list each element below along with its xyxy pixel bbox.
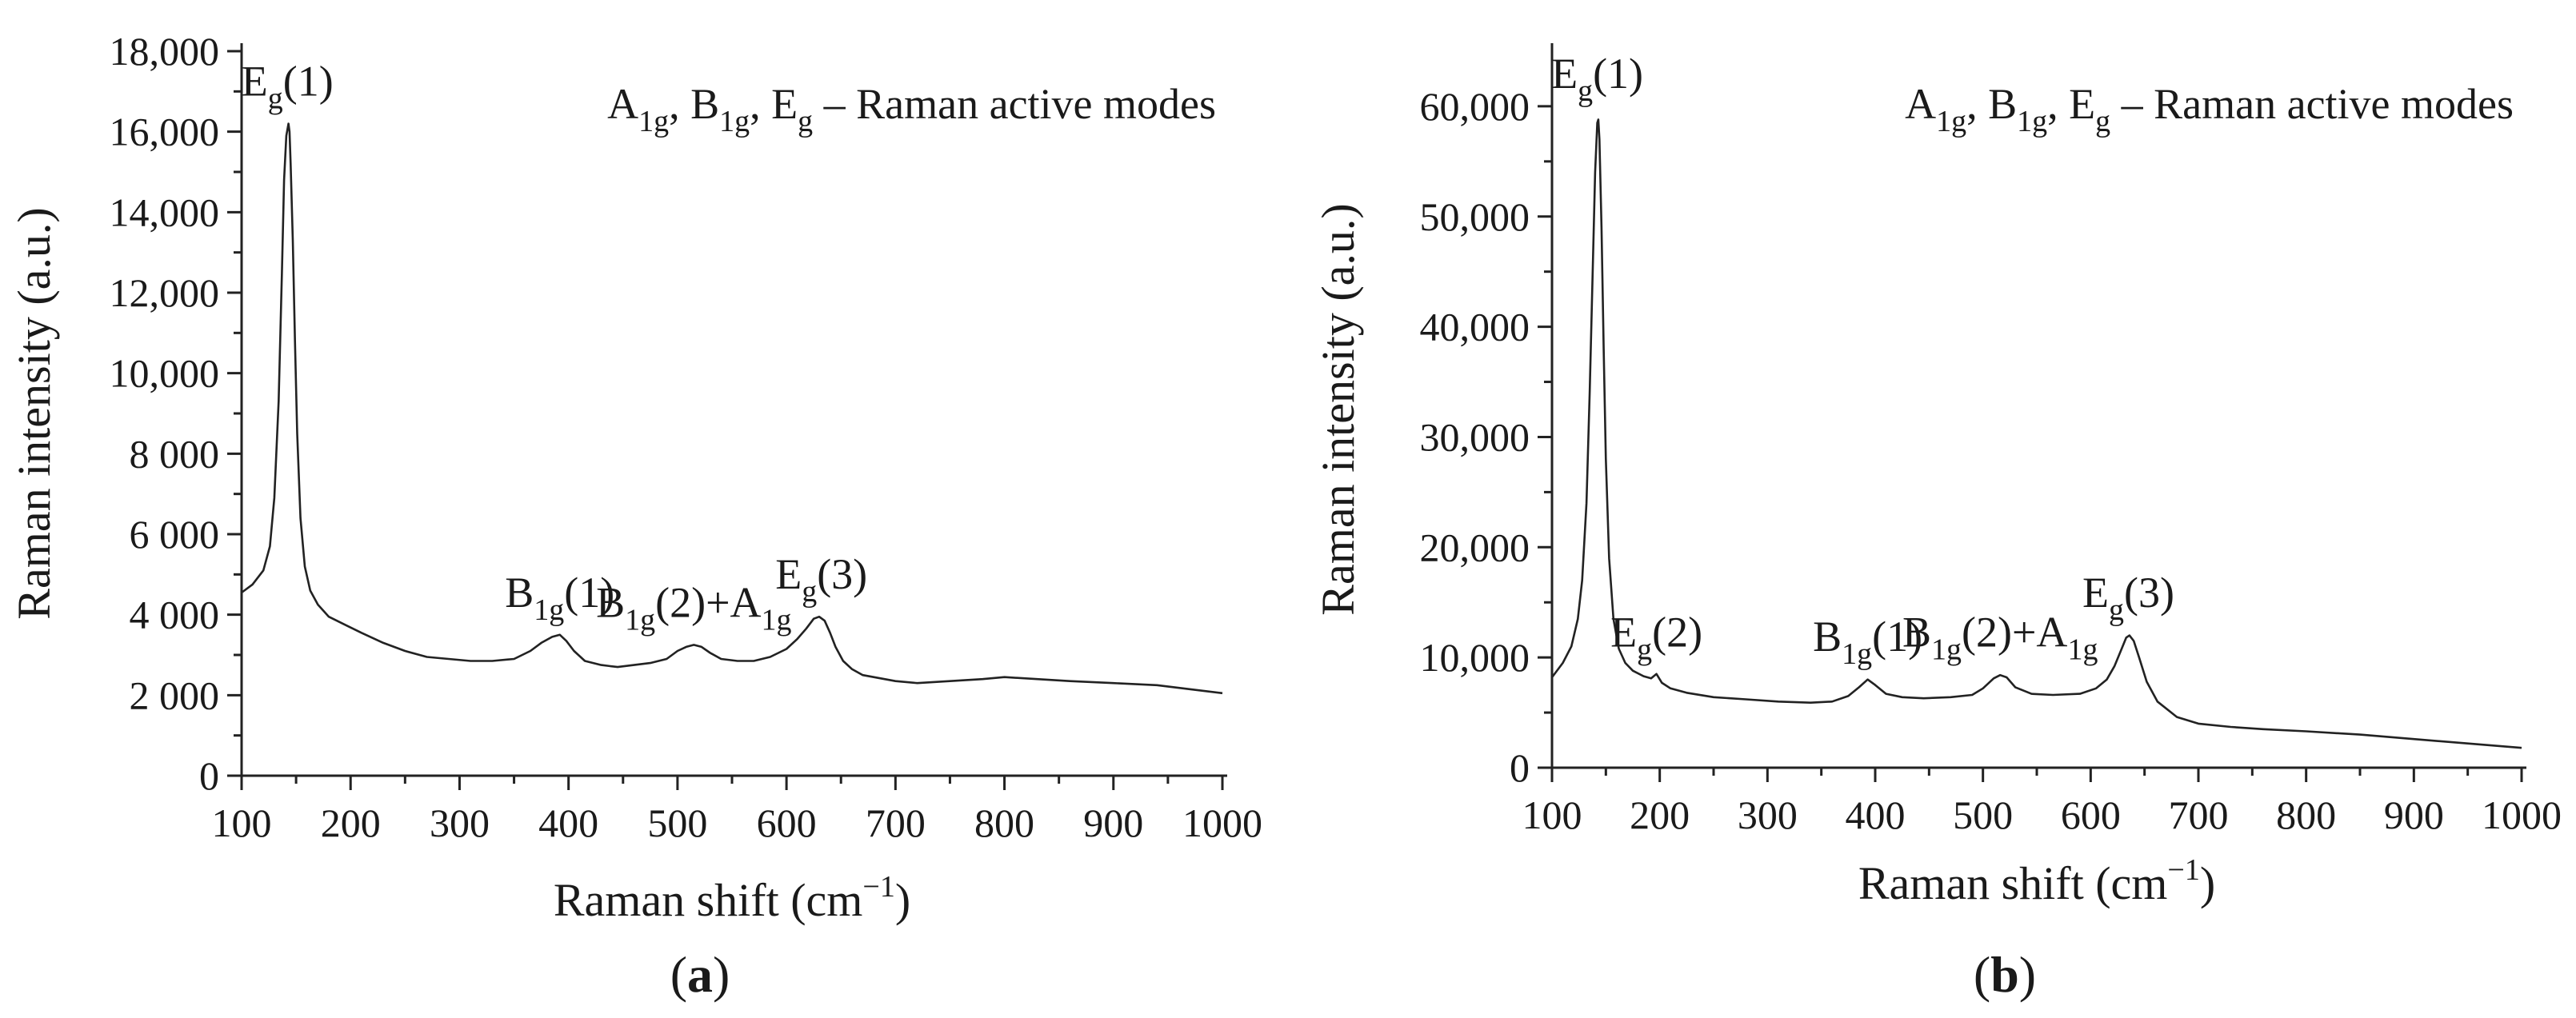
- raman-modes-note: A1g, B1g, Eg – Raman active modes: [607, 80, 1216, 138]
- peak-annotation: B1g(1): [505, 569, 614, 627]
- x-tick-label: 900: [1083, 800, 1143, 845]
- x-axis-title: Raman shift (cm−1): [554, 870, 910, 926]
- y-axis-title: Raman intensity (a.u.): [8, 207, 60, 619]
- x-tick-label: 500: [647, 800, 707, 845]
- x-tick-label: 500: [1953, 792, 2013, 837]
- y-tick-label: 4 000: [130, 593, 220, 637]
- x-tick-label: 600: [2061, 792, 2121, 837]
- y-tick-label: 10,000: [110, 351, 220, 396]
- y-tick-label: 10,000: [1420, 635, 1530, 680]
- y-tick-label: 2 000: [130, 673, 220, 717]
- x-tick-label: 200: [321, 800, 381, 845]
- peak-annotation: Eg(1): [242, 58, 334, 116]
- panel-label: (a): [670, 946, 730, 1003]
- x-axis-title: Raman shift (cm−1): [1858, 853, 2215, 909]
- y-axis-title: Raman intensity (a.u.): [1312, 203, 1364, 615]
- peak-annotation: B1g(2)+A1g: [596, 578, 791, 637]
- peak-annotation: B1g(1): [1813, 613, 1922, 671]
- x-tick-label: 900: [2384, 792, 2444, 837]
- y-tick-label: 40,000: [1420, 305, 1530, 349]
- x-tick-label: 800: [974, 800, 1034, 845]
- y-tick-label: 14,000: [110, 190, 220, 234]
- y-tick-label: 60,000: [1420, 84, 1530, 129]
- peak-annotation: Eg(3): [2082, 569, 2174, 627]
- y-tick-label: 0: [199, 753, 219, 798]
- peak-annotation: B1g(2)+A1g: [1902, 609, 2098, 667]
- y-tick-label: 30,000: [1420, 414, 1530, 459]
- x-tick-label: 1000: [1182, 800, 1262, 845]
- peak-annotation: Eg(1): [1551, 50, 1643, 108]
- y-tick-label: 20,000: [1420, 525, 1530, 569]
- x-tick-label: 700: [2169, 792, 2229, 837]
- spectrum-line: [1550, 118, 2522, 749]
- panel-b-chart: 100 200 300 400 500 600 700 800 900 1000 0 10,000 20…: [1312, 43, 2562, 1003]
- y-tick-label: 16,000: [110, 110, 220, 154]
- x-tick-label: 1000: [2482, 792, 2562, 837]
- x-tick-label: 300: [430, 800, 490, 845]
- x-tick-label: 300: [1738, 792, 1798, 837]
- x-tick-label: 700: [866, 800, 926, 845]
- x-tick-label: 400: [538, 800, 598, 845]
- x-tick-label: 100: [1522, 792, 1582, 837]
- y-tick-label: 18,000: [110, 29, 220, 74]
- x-tick-label: 100: [212, 800, 272, 845]
- y-tick-label: 8 000: [130, 431, 220, 476]
- raman-modes-note: A1g, B1g, Eg – Raman active modes: [1905, 80, 2514, 138]
- x-tick-label: 200: [1630, 792, 1690, 837]
- spectrum-line: [241, 122, 1223, 695]
- peak-annotation: Eg(2): [1610, 609, 1702, 667]
- x-tick-label: 600: [757, 800, 817, 845]
- y-tick-label: 12,000: [110, 270, 220, 315]
- y-tick-label: 0: [1510, 745, 1530, 790]
- x-tick-label: 400: [1846, 792, 1906, 837]
- x-tick-label: 800: [2276, 792, 2336, 837]
- y-tick-label: 50,000: [1420, 194, 1530, 239]
- peak-annotation: Eg(3): [775, 550, 867, 609]
- panel-a-chart: 100 200 300 400 500 600 700 800 900 1000 0 2 000 4 0…: [8, 29, 1262, 1003]
- panel-label: (b): [1974, 946, 2036, 1003]
- y-tick-label: 6 000: [130, 512, 220, 557]
